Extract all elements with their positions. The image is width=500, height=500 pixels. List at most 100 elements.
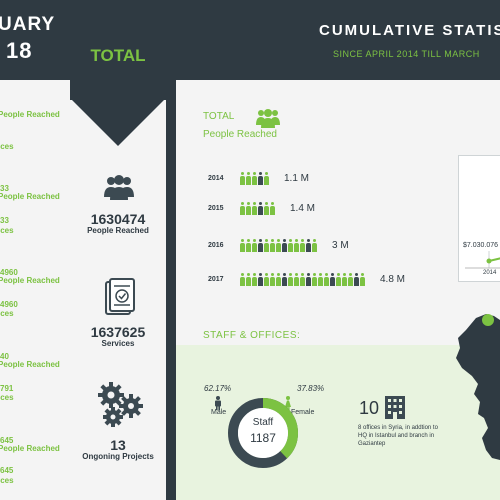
center-header: TOTAL — [70, 0, 166, 100]
person-icon — [324, 273, 329, 286]
person-icon — [342, 273, 347, 286]
male-icon — [214, 396, 222, 410]
year-label: 2017 — [208, 276, 224, 283]
person-icon — [270, 273, 275, 286]
left-stat-item: 33 — [0, 216, 9, 225]
person-icon — [318, 273, 323, 286]
person-icon — [294, 273, 299, 286]
total-title: TOTAL — [90, 46, 146, 65]
person-icon — [330, 273, 335, 286]
person-icon — [288, 239, 293, 252]
person-icon — [282, 239, 287, 252]
left-title-month: UARY — [0, 14, 56, 35]
person-icon — [276, 273, 281, 286]
offices-description: 8 offices in Syria, in addtion to HQ in … — [358, 425, 438, 447]
people-reached-label: People Reached — [87, 226, 149, 235]
year-label: 2016 — [208, 242, 224, 249]
person-icon — [312, 239, 317, 252]
building-icon — [384, 395, 406, 419]
right-header: CUMULATIVE STATIS SINCE APRIL 2014 TILL … — [176, 0, 500, 80]
staff-count: 1187 — [250, 431, 276, 445]
female-percentage: 37.83% — [297, 384, 325, 393]
person-icon — [306, 239, 311, 252]
left-stat-item: 645 — [0, 436, 14, 445]
person-icon — [360, 273, 365, 286]
year-value: 1.4 M — [290, 203, 316, 214]
left-title-year: 18 — [6, 38, 33, 63]
left-stat-item: 4960 — [0, 300, 18, 309]
person-icon — [258, 172, 263, 185]
person-icon — [240, 273, 245, 286]
left-stat-item: ices — [0, 476, 14, 485]
funding-mini-chart: $7.030.076 2014 — [458, 155, 500, 282]
people-group-icon — [102, 173, 136, 201]
person-icon — [258, 239, 263, 252]
person-icon — [300, 273, 305, 286]
people-group-icon — [255, 108, 281, 128]
left-stat-item: 33 — [0, 184, 9, 193]
year-label: 2015 — [208, 205, 224, 212]
person-icon — [246, 202, 251, 215]
left-stat-item: 791 — [0, 384, 14, 393]
person-icon — [240, 172, 245, 185]
page-title: CUMULATIVE STATIS — [319, 22, 500, 39]
left-stat-list: People Reachedices33People Reached33ices… — [0, 0, 70, 500]
left-stat-item: People Reached — [0, 192, 60, 201]
female-label: Female — [291, 409, 315, 416]
person-icon — [264, 172, 269, 185]
year-value: 4.8 M — [380, 274, 406, 285]
person-icon — [258, 202, 263, 215]
person-icon — [300, 239, 305, 252]
person-icon — [348, 273, 353, 286]
projects-value: 13 — [110, 437, 126, 453]
funding-value-label: $7.030.076 — [463, 242, 499, 249]
person-icon — [264, 239, 269, 252]
services-value: 1637625 — [90, 324, 146, 340]
person-icon — [240, 202, 245, 215]
left-stat-item: People Reached — [0, 444, 60, 453]
people-pictogram-row — [240, 239, 317, 252]
person-icon — [240, 239, 245, 252]
column-divider — [166, 0, 176, 500]
checklist-icon — [104, 278, 136, 318]
person-icon — [306, 273, 311, 286]
people-section-subtitle: People Reached — [203, 129, 277, 140]
people-by-year-chart: 2014 1.1 M 2015 1.4 M 2016 3 M 2017 4.8 M — [176, 80, 500, 345]
year-value: 3 M — [332, 240, 349, 251]
person-icon — [252, 273, 257, 286]
services-label: Services — [101, 339, 135, 348]
donut-female-segment — [228, 398, 298, 468]
left-column — [0, 0, 70, 500]
people-pictogram-row — [240, 273, 365, 286]
person-icon — [282, 273, 287, 286]
left-header: UARY 18 — [0, 0, 70, 80]
staff-label: Staff — [252, 417, 274, 428]
person-icon — [336, 273, 341, 286]
staff-section-title: STAFF & OFFICES: — [203, 330, 301, 341]
person-icon — [270, 239, 275, 252]
page-subtitle: SINCE APRIL 2014 TILL MARCH — [333, 49, 480, 59]
left-stat-item: ices — [0, 142, 14, 151]
people-pictogram-row — [240, 202, 275, 215]
left-stat-item: ices — [0, 393, 14, 402]
person-icon — [354, 273, 359, 286]
center-header-arrow — [70, 98, 166, 146]
offices-count: 10 — [359, 398, 380, 418]
year-value: 1.1 M — [284, 173, 310, 184]
male-percentage: 62.17% — [204, 384, 232, 393]
left-stat-item: People Reached — [0, 360, 60, 369]
person-icon — [246, 273, 251, 286]
left-stat-item: People Reached — [0, 110, 60, 119]
person-icon — [270, 202, 275, 215]
person-icon — [276, 239, 281, 252]
syria-map — [456, 314, 500, 460]
left-stat-item: 645 — [0, 466, 14, 475]
people-reached-value: 1630474 — [90, 211, 146, 227]
person-icon — [252, 202, 257, 215]
person-icon — [258, 273, 263, 286]
person-icon — [288, 273, 293, 286]
person-icon — [264, 273, 269, 286]
left-stat-item: 4960 — [0, 268, 18, 277]
person-icon — [312, 273, 317, 286]
